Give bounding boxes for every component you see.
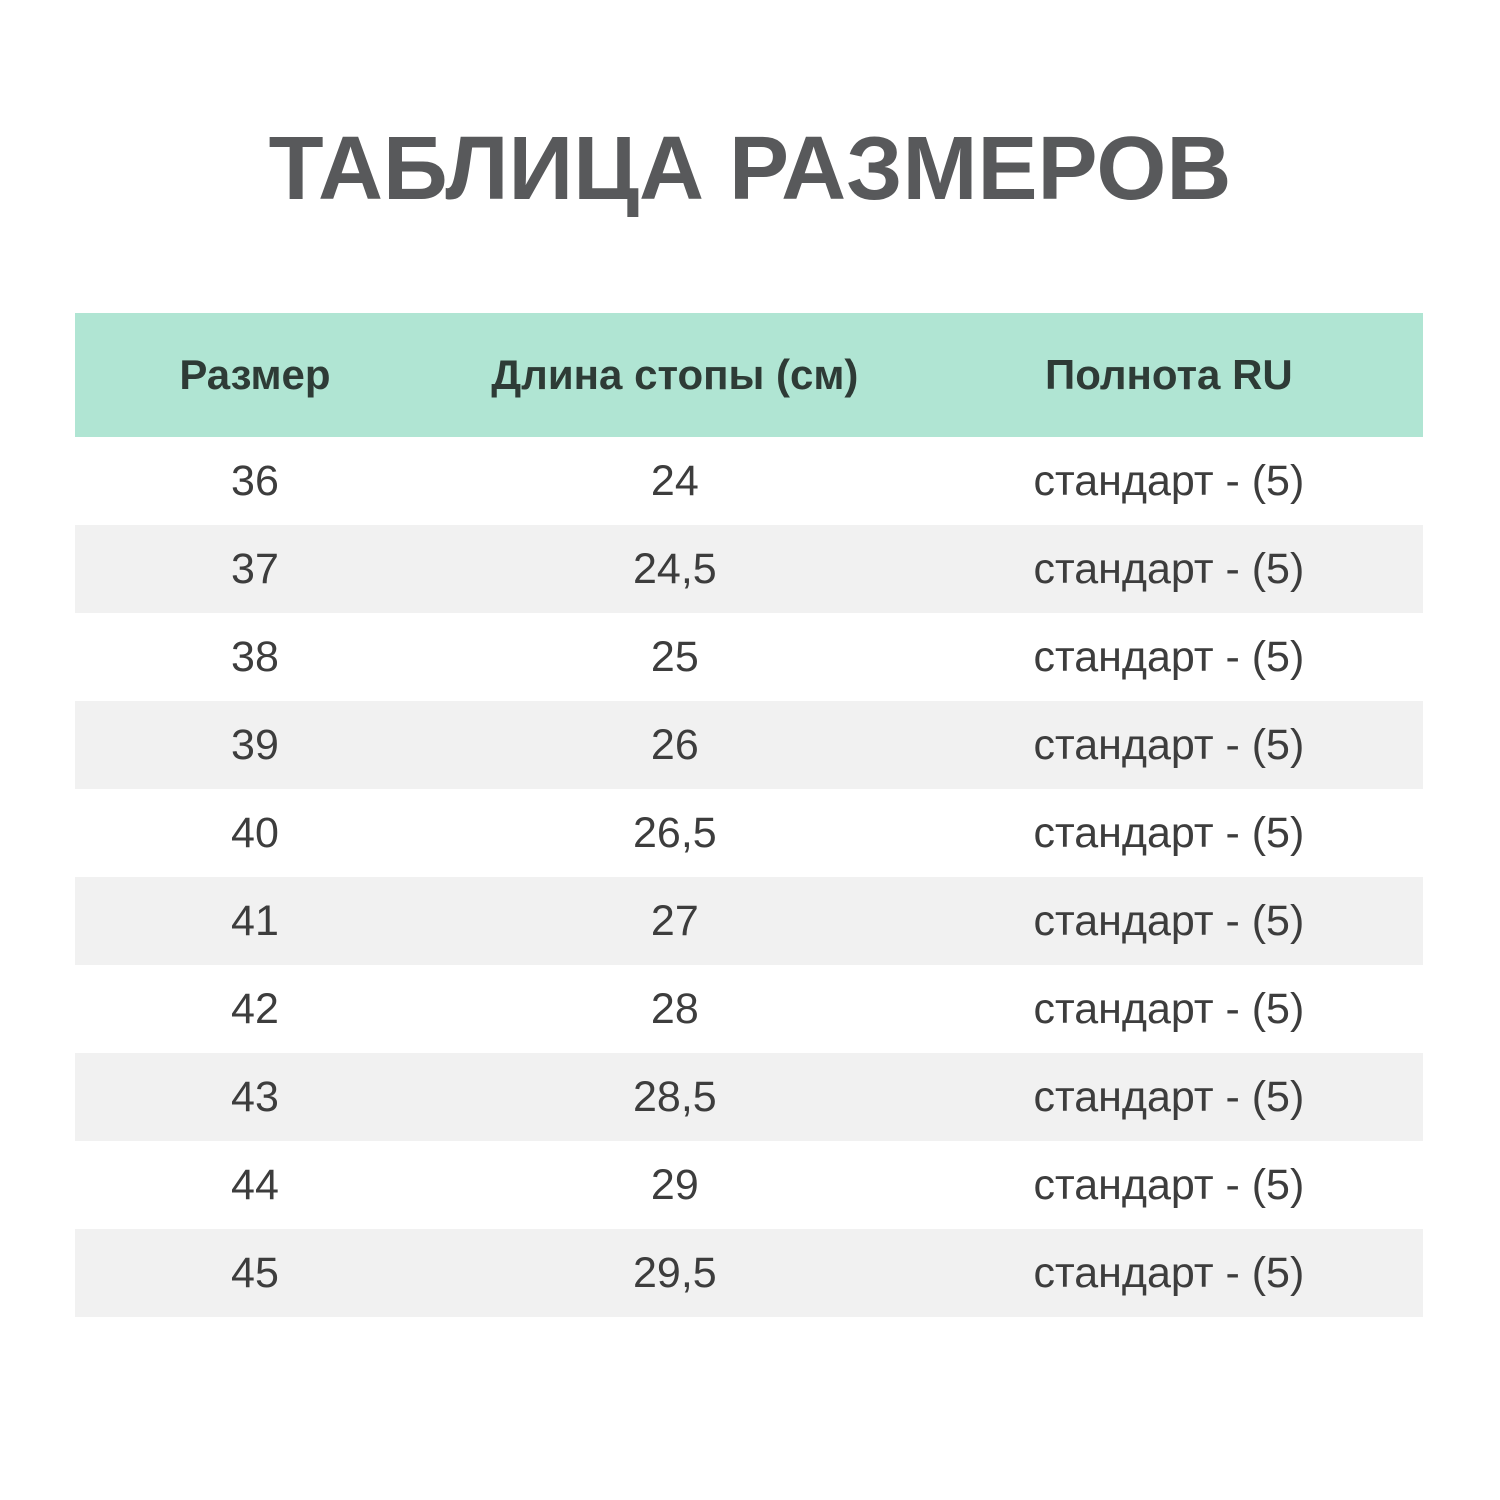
cell-size: 38 — [231, 632, 279, 681]
cell-foot-length: 26 — [650, 720, 699, 769]
table-row: 41 27 стандарт - (5) — [75, 877, 1423, 965]
cell-size: 43 — [231, 1072, 279, 1121]
table-row: 40 26,5 стандарт - (5) — [75, 789, 1423, 877]
cell-foot-length: 29 — [650, 1160, 699, 1209]
table-row: 43 28,5 стандарт - (5) — [75, 1053, 1423, 1141]
page-title: ТАБЛИЦА РАЗМЕРОВ — [268, 119, 1232, 219]
cell-foot-length: 27 — [650, 896, 699, 945]
cell-size: 39 — [231, 720, 279, 769]
cell-fullness: стандарт - (5) — [1033, 720, 1305, 769]
table-row: 45 29,5 стандарт - (5) — [75, 1229, 1423, 1317]
cell-fullness: стандарт - (5) — [1033, 1160, 1305, 1209]
cell-size: 37 — [231, 544, 279, 593]
cell-fullness: стандарт - (5) — [1033, 896, 1305, 945]
column-header-foot-length: Длина стопы (см) — [434, 313, 915, 437]
table-row: 44 29 стандарт - (5) — [75, 1141, 1423, 1229]
cell-fullness: стандарт - (5) — [1033, 544, 1305, 593]
cell-fullness: стандарт - (5) — [1033, 456, 1305, 505]
cell-fullness: стандарт - (5) — [1033, 984, 1305, 1033]
cell-size: 36 — [231, 456, 279, 505]
table-row: 38 25 стандарт - (5) — [75, 613, 1423, 701]
column-header-fullness-ru: Полнота RU — [914, 313, 1423, 437]
cell-fullness: стандарт - (5) — [1033, 1072, 1305, 1121]
cell-foot-length: 24 — [650, 456, 699, 505]
header-row: Размер Длина стопы (см) Полнота RU — [75, 313, 1423, 437]
cell-fullness: стандарт - (5) — [1033, 808, 1305, 857]
size-table: Размер Длина стопы (см) Полнота RU 36 24… — [75, 313, 1423, 1317]
cell-size: 44 — [231, 1160, 279, 1209]
cell-size: 40 — [231, 808, 279, 857]
cell-foot-length: 25 — [650, 632, 699, 681]
cell-foot-length: 29,5 — [632, 1248, 717, 1297]
cell-foot-length: 28,5 — [632, 1072, 717, 1121]
table-row: 36 24 стандарт - (5) — [75, 437, 1423, 525]
cell-foot-length: 24,5 — [632, 544, 717, 593]
table-row: 42 28 стандарт - (5) — [75, 965, 1423, 1053]
cell-size: 45 — [231, 1248, 279, 1297]
table-row: 39 26 стандарт - (5) — [75, 701, 1423, 789]
table-row: 37 24,5 стандарт - (5) — [75, 525, 1423, 613]
column-header-size: Размер — [75, 313, 435, 437]
cell-fullness: стандарт - (5) — [1033, 632, 1305, 681]
cell-size: 41 — [231, 896, 279, 945]
cell-size: 42 — [231, 984, 279, 1033]
cell-foot-length: 26,5 — [632, 808, 717, 857]
cell-fullness: стандарт - (5) — [1033, 1248, 1305, 1297]
cell-foot-length: 28 — [650, 984, 699, 1033]
